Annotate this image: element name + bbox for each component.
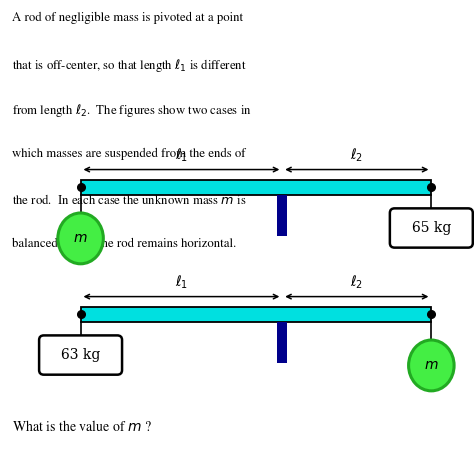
- Text: $m$: $m$: [424, 359, 438, 372]
- Text: the rod.  In each case the unknown mass $m$ is: the rod. In each case the unknown mass $…: [12, 193, 246, 207]
- Bar: [277, 195, 287, 236]
- Text: $\ell_1$: $\ell_1$: [175, 146, 188, 164]
- FancyBboxPatch shape: [390, 208, 473, 248]
- Text: $m$: $m$: [73, 231, 88, 245]
- Text: 65 kg: 65 kg: [411, 221, 451, 235]
- Ellipse shape: [409, 340, 454, 391]
- Bar: [81, 180, 431, 195]
- Text: which masses are suspended from the ends of: which masses are suspended from the ends…: [12, 147, 246, 160]
- Text: $\ell_2$: $\ell_2$: [350, 274, 364, 291]
- Text: balanced so that the rod remains horizontal.: balanced so that the rod remains horizon…: [12, 238, 236, 249]
- FancyBboxPatch shape: [39, 335, 122, 375]
- Bar: [277, 322, 287, 363]
- Text: A rod of negligible mass is pivoted at a point: A rod of negligible mass is pivoted at a…: [12, 12, 243, 24]
- Text: 63 kg: 63 kg: [61, 348, 100, 362]
- Text: $\ell_1$: $\ell_1$: [175, 274, 188, 291]
- Ellipse shape: [58, 213, 103, 264]
- Bar: [81, 307, 431, 322]
- Text: $\ell_2$: $\ell_2$: [350, 146, 364, 164]
- Text: from length $\ell_2$.  The figures show two cases in: from length $\ell_2$. The figures show t…: [12, 102, 252, 119]
- Text: What is the value of $m$ ?: What is the value of $m$ ?: [12, 419, 152, 434]
- Text: that is off-center, so that length $\ell_1$ is different: that is off-center, so that length $\ell…: [12, 57, 246, 74]
